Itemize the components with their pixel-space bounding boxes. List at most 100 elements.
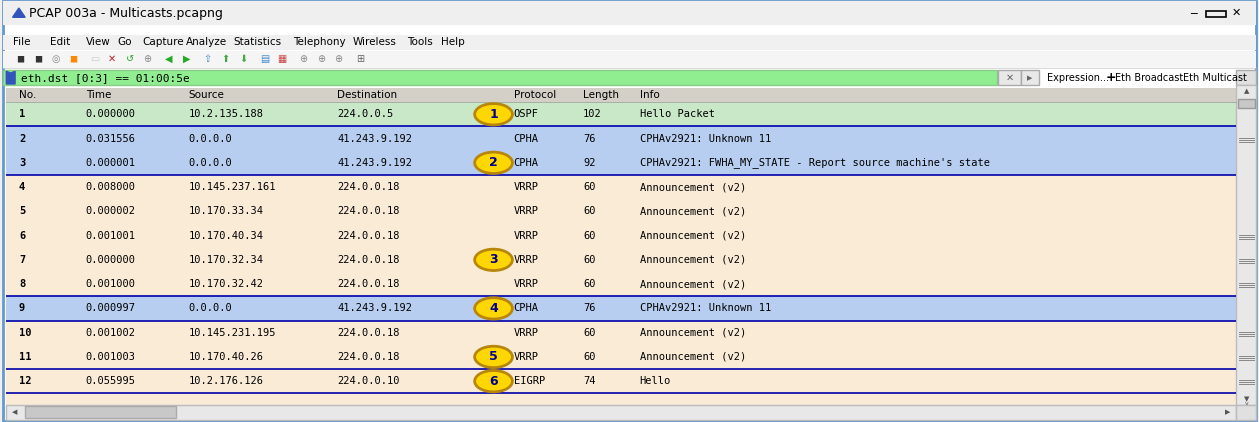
Text: 6: 6: [19, 230, 25, 241]
Ellipse shape: [475, 298, 512, 319]
Text: OSPF: OSPF: [514, 109, 539, 119]
Text: Destination: Destination: [337, 90, 398, 100]
Ellipse shape: [475, 371, 512, 392]
Text: 10: 10: [19, 327, 31, 338]
Text: 74: 74: [583, 376, 596, 386]
Text: ▶: ▶: [183, 54, 190, 64]
Text: 60: 60: [583, 182, 596, 192]
Text: Analyze: Analyze: [186, 37, 228, 47]
Text: 60: 60: [583, 230, 596, 241]
Text: 60: 60: [583, 255, 596, 265]
Text: 10.170.40.26: 10.170.40.26: [189, 352, 264, 362]
Text: Announcement (v2): Announcement (v2): [640, 182, 745, 192]
Text: 0.001000: 0.001000: [86, 279, 136, 289]
FancyBboxPatch shape: [1236, 405, 1256, 420]
Text: ◎: ◎: [52, 54, 59, 64]
FancyBboxPatch shape: [6, 175, 1236, 199]
Text: File: File: [13, 37, 30, 47]
Text: +: +: [1105, 71, 1115, 84]
Text: 10.145.231.195: 10.145.231.195: [189, 327, 276, 338]
Text: VRRP: VRRP: [514, 206, 539, 216]
Text: 224.0.0.18: 224.0.0.18: [337, 327, 400, 338]
Text: Telephony: Telephony: [293, 37, 346, 47]
Text: Announcement (v2): Announcement (v2): [640, 327, 745, 338]
Text: ▶: ▶: [1225, 409, 1230, 415]
Text: VRRP: VRRP: [514, 279, 539, 289]
Text: Announcement (v2): Announcement (v2): [640, 255, 745, 265]
Text: 224.0.0.5: 224.0.0.5: [337, 109, 394, 119]
FancyBboxPatch shape: [25, 406, 176, 418]
Text: 8: 8: [19, 279, 25, 289]
Text: CPHAv2921: Unknown 11: CPHAv2921: Unknown 11: [640, 133, 771, 143]
Text: Capture: Capture: [142, 37, 184, 47]
Text: Info: Info: [640, 90, 660, 100]
FancyBboxPatch shape: [6, 151, 1236, 175]
Text: ⊕: ⊕: [317, 54, 325, 64]
Text: ─: ─: [1190, 8, 1197, 18]
Text: 76: 76: [583, 303, 596, 314]
Text: 224.0.0.18: 224.0.0.18: [337, 230, 400, 241]
Text: 10.145.237.161: 10.145.237.161: [189, 182, 276, 192]
Text: ◼: ◼: [34, 54, 42, 64]
Text: 1: 1: [490, 108, 497, 121]
Text: ▭: ▭: [89, 54, 99, 64]
Text: 11: 11: [19, 352, 31, 362]
Text: 60: 60: [583, 327, 596, 338]
Text: Eth Multicast: Eth Multicast: [1183, 73, 1248, 83]
Text: ▦: ▦: [277, 54, 287, 64]
Text: eth.dst [0:3] == 01:00:5e: eth.dst [0:3] == 01:00:5e: [21, 73, 190, 83]
Text: 4: 4: [19, 182, 25, 192]
Text: Length: Length: [583, 90, 619, 100]
Text: Source: Source: [189, 90, 224, 100]
FancyBboxPatch shape: [6, 296, 1236, 321]
Text: 41.243.9.192: 41.243.9.192: [337, 158, 413, 168]
Text: Announcement (v2): Announcement (v2): [640, 206, 745, 216]
Text: Wireless: Wireless: [353, 37, 397, 47]
Text: Protocol: Protocol: [514, 90, 556, 100]
Text: ⊕: ⊕: [144, 54, 151, 64]
FancyBboxPatch shape: [3, 1, 1256, 421]
Text: Statistics: Statistics: [233, 37, 281, 47]
Text: ⊕: ⊕: [300, 54, 307, 64]
FancyBboxPatch shape: [1236, 70, 1256, 85]
Ellipse shape: [475, 249, 512, 271]
FancyBboxPatch shape: [3, 70, 997, 85]
Text: Announcement (v2): Announcement (v2): [640, 279, 745, 289]
FancyBboxPatch shape: [6, 88, 1236, 102]
Text: 0.001003: 0.001003: [86, 352, 136, 362]
Ellipse shape: [475, 103, 512, 125]
Text: ⇧: ⇧: [204, 54, 212, 64]
Text: Hello: Hello: [640, 376, 671, 386]
Text: ▶: ▶: [1027, 75, 1032, 81]
Text: VRRP: VRRP: [514, 182, 539, 192]
FancyBboxPatch shape: [1236, 85, 1256, 405]
Text: Help: Help: [441, 37, 465, 47]
Text: ▼: ▼: [1244, 397, 1249, 403]
Text: 224.0.0.18: 224.0.0.18: [337, 182, 400, 192]
Polygon shape: [13, 8, 25, 17]
Text: ⬇: ⬇: [239, 54, 247, 64]
Ellipse shape: [475, 346, 512, 368]
FancyBboxPatch shape: [6, 127, 1236, 151]
Text: No.: No.: [19, 90, 37, 100]
Text: 41.243.9.192: 41.243.9.192: [337, 303, 413, 314]
Text: ◼: ◼: [69, 54, 77, 64]
FancyBboxPatch shape: [6, 272, 1236, 296]
Text: 102: 102: [583, 109, 602, 119]
Text: 10.2.176.126: 10.2.176.126: [189, 376, 264, 386]
Text: Expression...: Expression...: [1047, 73, 1109, 83]
Text: ▲: ▲: [1244, 89, 1249, 95]
Text: 1: 1: [19, 109, 25, 119]
FancyBboxPatch shape: [6, 321, 1236, 345]
Text: 0.001001: 0.001001: [86, 230, 136, 241]
Text: 0.0.0.0: 0.0.0.0: [189, 303, 233, 314]
Text: PCAP 003a - Multicasts.pcapng: PCAP 003a - Multicasts.pcapng: [29, 7, 223, 19]
FancyBboxPatch shape: [1238, 99, 1255, 108]
Text: 76: 76: [583, 133, 596, 143]
Text: 224.0.0.18: 224.0.0.18: [337, 279, 400, 289]
Text: 60: 60: [583, 352, 596, 362]
Text: 10.2.135.188: 10.2.135.188: [189, 109, 264, 119]
Text: View: View: [86, 37, 111, 47]
Text: CPHAv2921: FWHA_MY_STATE - Report source machine's state: CPHAv2921: FWHA_MY_STATE - Report source…: [640, 157, 990, 168]
Text: 10.170.33.34: 10.170.33.34: [189, 206, 264, 216]
